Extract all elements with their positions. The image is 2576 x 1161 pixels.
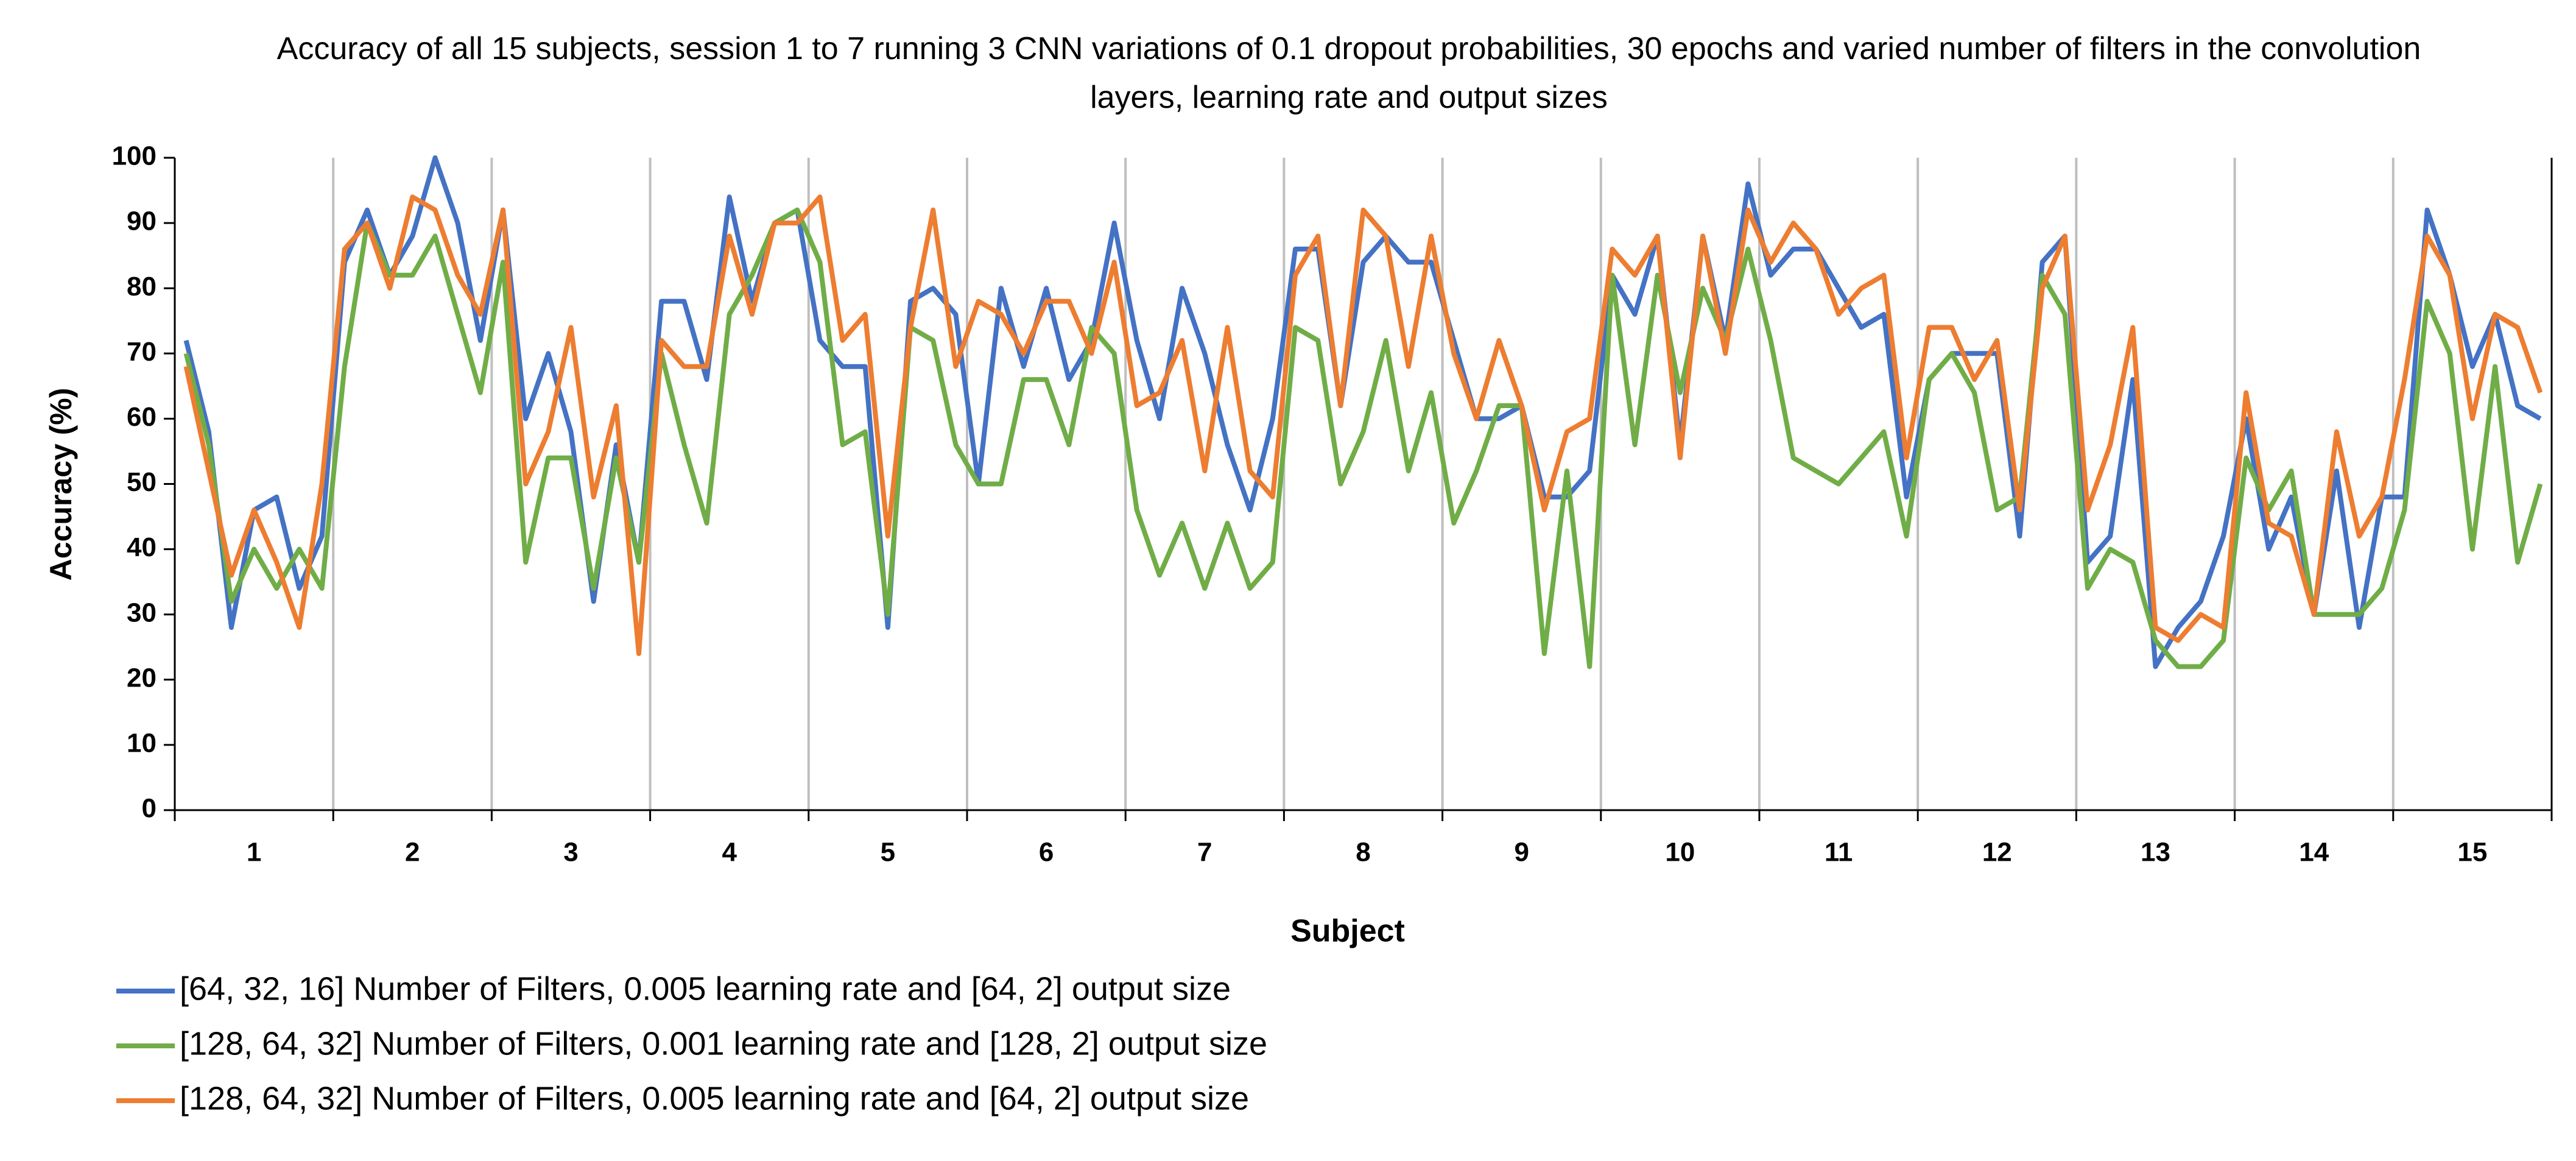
- x-tick-label: 3: [563, 838, 578, 867]
- legend-label: [128, 64, 32] Number of Filters, 0.001 l…: [180, 1025, 1267, 1062]
- x-tick-label: 2: [405, 838, 420, 867]
- x-tick-label: 1: [247, 838, 261, 867]
- series-line: [183, 194, 2543, 656]
- y-tick-label: 10: [127, 729, 157, 758]
- y-axis-label: Accuracy (%): [44, 388, 78, 581]
- y-tick-label: 80: [127, 272, 157, 302]
- chart-title: Accuracy of all 15 subjects, session 1 t…: [276, 31, 2421, 115]
- y-tick-label: 50: [127, 467, 157, 497]
- y-tick-label: 30: [127, 598, 157, 627]
- x-tick-label: 9: [1514, 838, 1529, 867]
- x-tick-label: 11: [1825, 838, 1853, 867]
- y-tick-label: 40: [127, 532, 157, 562]
- y-tick-label: 90: [127, 206, 157, 236]
- x-tick-label: 7: [1197, 838, 1212, 867]
- x-tick-label: 15: [2457, 838, 2487, 867]
- series-line: [183, 155, 2542, 669]
- x-axis-label: Subject: [1290, 914, 1405, 949]
- x-tick-label: 4: [722, 838, 737, 867]
- legend-label: [128, 64, 32] Number of Filters, 0.005 l…: [180, 1080, 1249, 1117]
- y-tick-label: 60: [127, 402, 157, 432]
- x-tick-label: 10: [1665, 838, 1695, 867]
- series-line: [183, 207, 2543, 669]
- x-tick-label: 5: [881, 838, 895, 867]
- legend-label: [64, 32, 16] Number of Filters, 0.005 le…: [180, 970, 1231, 1007]
- y-tick-label: 20: [127, 663, 157, 693]
- y-tick-label: 100: [112, 141, 157, 171]
- x-tick-label: 12: [1982, 838, 2012, 867]
- x-tick-label: 13: [2141, 838, 2170, 867]
- x-tick-label: 14: [2299, 838, 2329, 867]
- y-tick-label: 70: [127, 337, 157, 367]
- x-tick-label: 6: [1039, 838, 1054, 867]
- y-tick-label: 0: [142, 794, 157, 824]
- x-tick-label: 8: [1356, 838, 1370, 867]
